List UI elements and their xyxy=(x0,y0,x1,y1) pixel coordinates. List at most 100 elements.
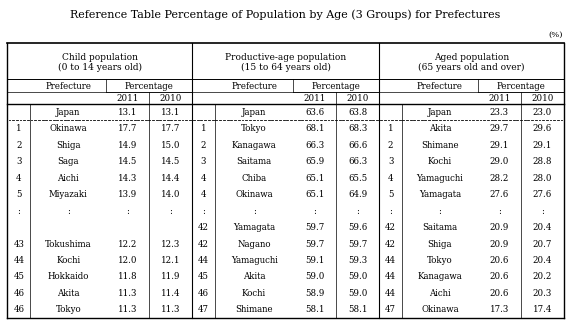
Text: 66.3: 66.3 xyxy=(305,141,324,150)
Text: 20.4: 20.4 xyxy=(533,256,552,265)
Text: 17.7: 17.7 xyxy=(161,124,180,133)
Text: 17.3: 17.3 xyxy=(490,305,509,315)
Text: 2011: 2011 xyxy=(304,94,326,103)
Text: 68.1: 68.1 xyxy=(305,124,325,133)
Text: 58.9: 58.9 xyxy=(305,289,324,298)
Text: Prefecture: Prefecture xyxy=(417,82,463,92)
Text: 68.3: 68.3 xyxy=(348,124,367,133)
Text: 65.1: 65.1 xyxy=(305,174,324,183)
Text: 58.1: 58.1 xyxy=(348,305,368,315)
Text: Nagano: Nagano xyxy=(238,239,271,249)
Text: 27.6: 27.6 xyxy=(533,190,552,199)
Text: 44: 44 xyxy=(385,273,396,281)
Text: 47: 47 xyxy=(385,305,396,315)
Text: Miyazaki: Miyazaki xyxy=(49,190,87,199)
Text: Tokyo: Tokyo xyxy=(242,124,267,133)
Text: 63.8: 63.8 xyxy=(348,108,367,117)
Text: 23.0: 23.0 xyxy=(533,108,552,117)
Text: (15 to 64 years old): (15 to 64 years old) xyxy=(240,63,331,72)
Text: 11.4: 11.4 xyxy=(160,289,180,298)
Text: 29.7: 29.7 xyxy=(490,124,509,133)
Text: 11.3: 11.3 xyxy=(161,305,180,315)
Text: 20.4: 20.4 xyxy=(533,223,552,232)
Text: 29.0: 29.0 xyxy=(490,157,509,166)
Text: Shiga: Shiga xyxy=(428,239,452,249)
Text: Yamaguchi: Yamaguchi xyxy=(231,256,278,265)
Text: 45: 45 xyxy=(198,273,209,281)
Text: Aichi: Aichi xyxy=(58,174,79,183)
Text: Chiba: Chiba xyxy=(242,174,267,183)
Text: 1: 1 xyxy=(16,124,22,133)
Text: 45: 45 xyxy=(13,273,25,281)
Text: 58.1: 58.1 xyxy=(305,305,325,315)
Text: (0 to 14 years old): (0 to 14 years old) xyxy=(58,63,142,72)
Text: Tokushima: Tokushima xyxy=(45,239,91,249)
Text: Tokyo: Tokyo xyxy=(55,305,81,315)
Text: 2011: 2011 xyxy=(488,94,510,103)
Text: 20.9: 20.9 xyxy=(490,223,509,232)
Text: 14.5: 14.5 xyxy=(161,157,180,166)
Text: 3: 3 xyxy=(200,157,206,166)
Text: 20.9: 20.9 xyxy=(490,239,509,249)
Text: 14.5: 14.5 xyxy=(118,157,137,166)
Text: Aichi: Aichi xyxy=(429,289,451,298)
Text: 42: 42 xyxy=(385,239,396,249)
Text: 59.0: 59.0 xyxy=(348,273,367,281)
Text: Akita: Akita xyxy=(243,273,266,281)
Text: Saitama: Saitama xyxy=(423,223,457,232)
Text: Okinawa: Okinawa xyxy=(235,190,273,199)
Text: 12.2: 12.2 xyxy=(118,239,137,249)
Text: 66.6: 66.6 xyxy=(348,141,367,150)
Text: 46: 46 xyxy=(13,305,25,315)
Text: 14.0: 14.0 xyxy=(160,190,180,199)
Text: :: : xyxy=(17,207,21,215)
Text: 13.1: 13.1 xyxy=(161,108,180,117)
Text: 59.3: 59.3 xyxy=(348,256,367,265)
Text: 2010: 2010 xyxy=(531,94,553,103)
Text: Aged population: Aged population xyxy=(434,53,509,62)
Text: 12.3: 12.3 xyxy=(161,239,180,249)
Text: Japan: Japan xyxy=(242,108,266,117)
Text: 46: 46 xyxy=(198,289,209,298)
Text: Kochi: Kochi xyxy=(56,256,81,265)
Text: 65.5: 65.5 xyxy=(348,174,367,183)
Text: 20.2: 20.2 xyxy=(533,273,552,281)
Text: 28.0: 28.0 xyxy=(532,174,552,183)
Text: :: : xyxy=(541,207,544,215)
Text: Akita: Akita xyxy=(57,289,79,298)
Text: Japan: Japan xyxy=(428,108,452,117)
Text: Shimane: Shimane xyxy=(421,141,459,150)
Text: 20.6: 20.6 xyxy=(490,289,509,298)
Text: Kochi: Kochi xyxy=(242,289,266,298)
Text: 17.7: 17.7 xyxy=(118,124,137,133)
Text: 11.9: 11.9 xyxy=(160,273,180,281)
Text: 13.1: 13.1 xyxy=(118,108,137,117)
Text: (65 years old and over): (65 years old and over) xyxy=(418,63,525,72)
Text: 20.6: 20.6 xyxy=(490,256,509,265)
Text: 42: 42 xyxy=(385,223,396,232)
Text: 59.7: 59.7 xyxy=(305,223,324,232)
Text: 23.3: 23.3 xyxy=(490,108,509,117)
Text: 4: 4 xyxy=(16,174,22,183)
Text: Yamagata: Yamagata xyxy=(419,190,461,199)
Text: 2: 2 xyxy=(388,141,393,150)
Text: 27.6: 27.6 xyxy=(490,190,509,199)
Text: Okinawa: Okinawa xyxy=(421,305,459,315)
Text: 59.7: 59.7 xyxy=(348,239,367,249)
Text: 17.4: 17.4 xyxy=(533,305,552,315)
Text: :: : xyxy=(67,207,70,215)
Text: Okinawa: Okinawa xyxy=(50,124,87,133)
Text: 3: 3 xyxy=(16,157,22,166)
Text: Saga: Saga xyxy=(58,157,79,166)
Text: 42: 42 xyxy=(198,223,209,232)
Text: :: : xyxy=(356,207,359,215)
Text: Percentage: Percentage xyxy=(124,82,174,92)
Text: 42: 42 xyxy=(198,239,209,249)
Text: (%): (%) xyxy=(548,31,562,38)
Text: 4: 4 xyxy=(200,190,206,199)
Text: 2010: 2010 xyxy=(347,94,369,103)
Text: :: : xyxy=(313,207,316,215)
Text: 66.3: 66.3 xyxy=(348,157,367,166)
Text: Percentage: Percentage xyxy=(312,82,361,92)
Text: 20.3: 20.3 xyxy=(533,289,552,298)
